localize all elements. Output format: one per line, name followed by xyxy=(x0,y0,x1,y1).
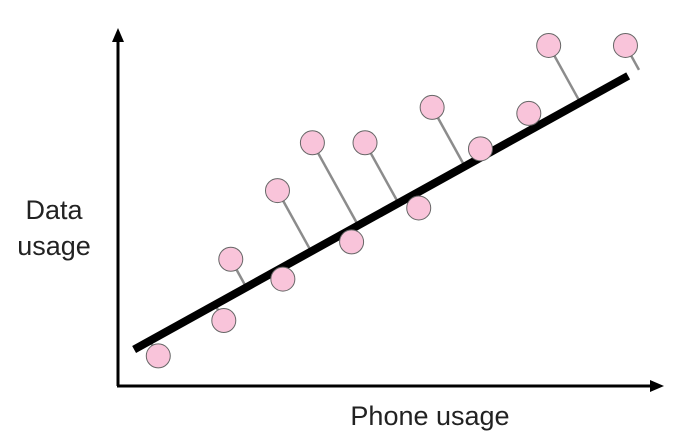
data-point xyxy=(516,100,542,126)
data-point xyxy=(536,32,562,58)
data-point xyxy=(270,266,296,292)
y-axis-arrow-icon xyxy=(112,28,124,42)
data-point xyxy=(352,130,378,156)
y-axis-label: Data usage xyxy=(17,195,91,261)
data-points xyxy=(145,32,638,369)
data-point xyxy=(218,246,244,272)
regression-line xyxy=(132,72,631,353)
data-point xyxy=(406,195,432,221)
data-point xyxy=(264,178,290,204)
data-point xyxy=(612,32,638,58)
data-point xyxy=(419,94,445,120)
data-point xyxy=(145,343,171,369)
data-point xyxy=(211,308,237,334)
x-axis-label: Phone usage xyxy=(350,401,510,431)
data-point xyxy=(299,130,325,156)
data-point xyxy=(467,136,493,162)
data-point xyxy=(339,229,365,255)
axes xyxy=(112,28,664,392)
x-axis-arrow-icon xyxy=(650,380,664,392)
residual-line xyxy=(311,142,360,227)
